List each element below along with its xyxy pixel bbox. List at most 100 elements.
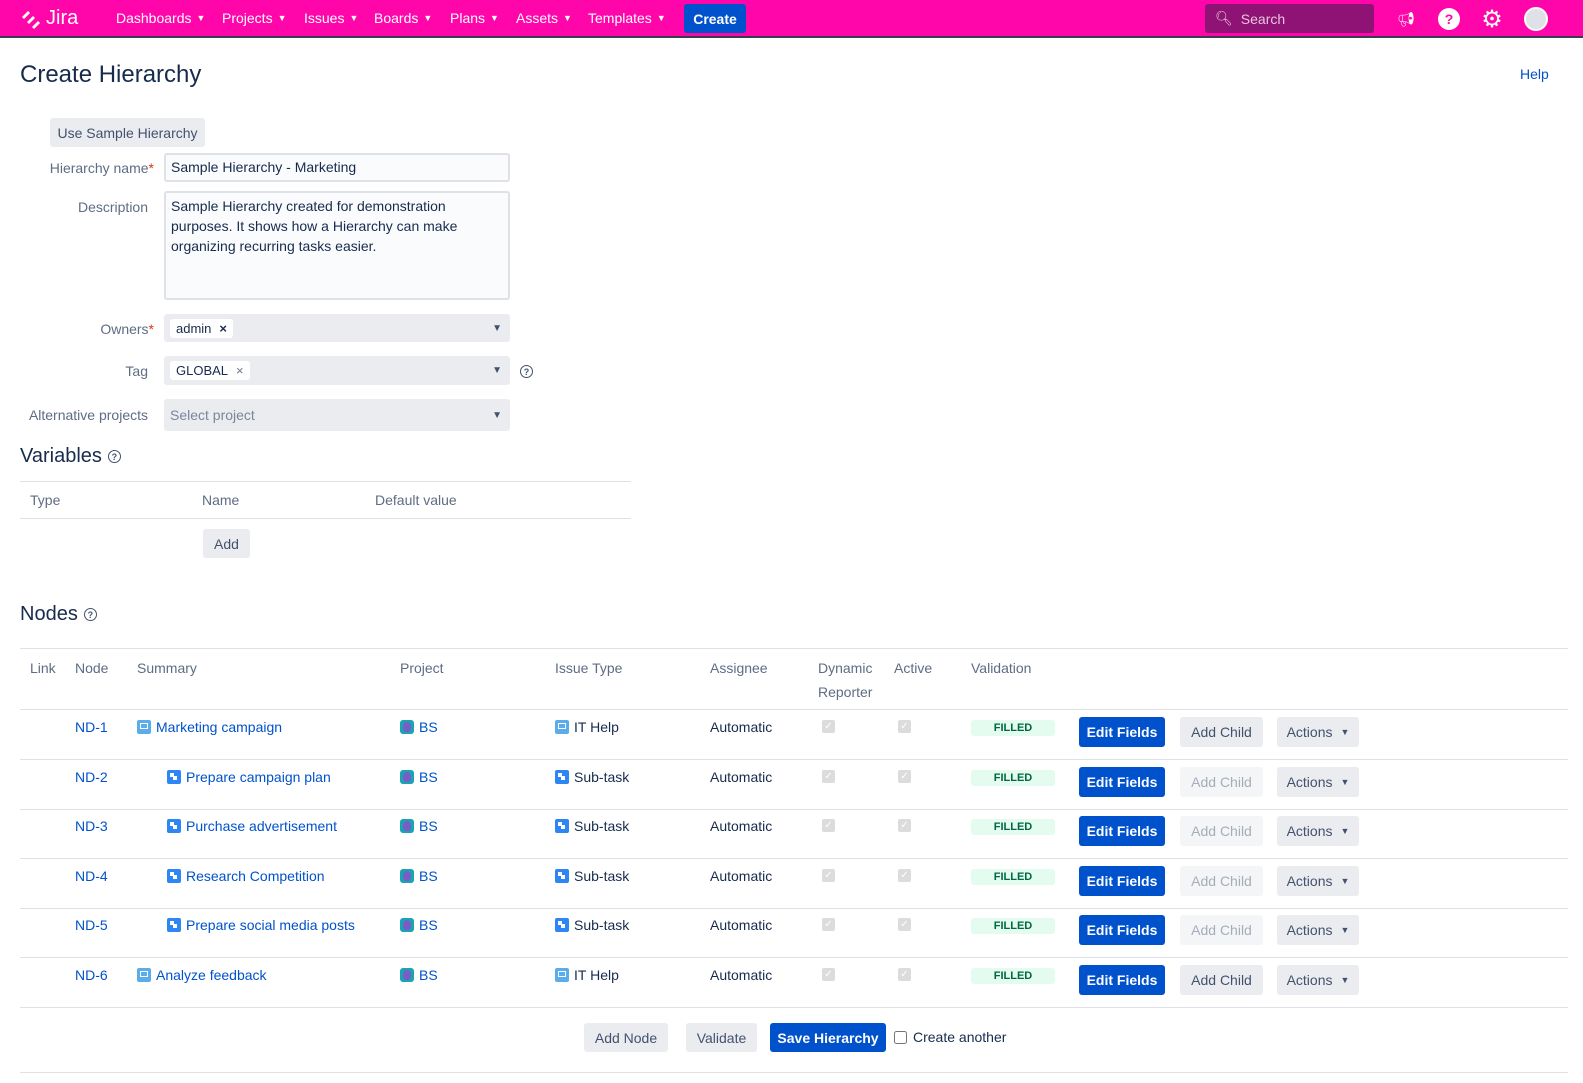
col-issue-type: Issue Type [555,660,623,676]
notifications-megaphone-icon[interactable]: 📢︎ [1397,10,1415,27]
subtask-icon [555,868,569,883]
add-node-button[interactable]: Add Node [584,1023,668,1052]
project-link[interactable]: BS [419,967,438,983]
validate-button[interactable]: Validate [686,1023,757,1052]
hierarchy-name-label: Hierarchy name* [49,160,154,176]
assignee-cell: Automatic [710,719,773,735]
issue-type-cell: IT Help [555,719,619,735]
nav-projects[interactable]: Projects ▼ [222,10,287,26]
node-id-link[interactable]: ND-2 [75,768,108,785]
remove-icon[interactable]: × [236,363,244,378]
node-id-link[interactable]: ND-6 [75,967,108,983]
jira-logo[interactable]: Jira [20,7,78,30]
active-checkbox: ✓ [898,819,911,833]
use-sample-hierarchy-button[interactable]: Use Sample Hierarchy [50,118,205,147]
remove-icon[interactable]: × [219,320,228,336]
assignee-cell: Automatic [710,967,773,983]
node-id-link[interactable]: ND-3 [75,818,108,835]
node-id-link[interactable]: ND-5 [75,917,108,934]
search-input[interactable]: 🔍︎ Search [1205,4,1374,33]
project-link[interactable]: BS [419,867,438,884]
help-question-icon[interactable]: ? [83,608,97,621]
add-child-button[interactable]: Add Child [1180,766,1263,797]
nav-plans[interactable]: Plans ▼ [450,10,499,26]
alternative-projects-select[interactable]: Select project ▼ [164,399,510,431]
create-button[interactable]: Create [684,4,746,33]
subtask-icon [167,769,181,784]
subtask-icon [167,868,181,883]
edit-fields-button[interactable]: Edit Fields [1079,816,1165,847]
subtask-icon [555,918,569,933]
add-child-button[interactable]: Add Child [1180,965,1263,995]
summary-link[interactable]: Prepare campaign plan [186,768,331,785]
nav-dashboards[interactable]: Dashboards ▼ [116,10,206,26]
actions-dropdown[interactable]: Actions ▼ [1277,766,1359,797]
tag-select[interactable]: GLOBAL × ▼ [164,356,510,385]
edit-fields-button[interactable]: Edit Fields [1079,717,1165,747]
project-link[interactable]: BS [419,719,438,735]
description-textarea[interactable]: Sample Hierarchy created for demonstrati… [164,191,510,300]
edit-fields-button[interactable]: Edit Fields [1079,865,1165,896]
project-cell: BS [400,917,438,933]
create-another-checkbox[interactable] [894,1030,907,1044]
add-child-button[interactable]: Add Child [1180,915,1263,946]
save-hierarchy-button[interactable]: Save Hierarchy [770,1023,886,1052]
add-child-button[interactable]: Add Child [1180,816,1263,847]
help-question-icon[interactable]: ? [520,365,533,378]
summary-cell: Purchase advertisement [167,818,337,834]
avatar[interactable] [1524,7,1548,31]
summary-cell: Marketing campaign [137,719,282,735]
summary-link[interactable]: Analyze feedback [156,967,267,983]
nav-boards[interactable]: Boards ▼ [374,10,433,26]
chevron-down-icon: ▼ [1340,826,1350,837]
edit-fields-button[interactable]: Edit Fields [1079,766,1165,797]
add-child-button[interactable]: Add Child [1180,717,1263,747]
chevron-down-icon: ▼ [1340,727,1350,737]
summary-link[interactable]: Prepare social media posts [186,917,355,934]
node-id-link[interactable]: ND-4 [75,867,108,884]
jira-logo-icon [22,10,40,29]
logo-text: Jira [46,7,79,29]
owners-select[interactable]: admin × ▼ [164,314,510,342]
subtask-icon [167,819,181,834]
actions-dropdown[interactable]: Actions ▼ [1277,865,1359,896]
status-badge: FILLED [971,720,1055,736]
nav-templates[interactable]: Templates ▼ [588,10,666,26]
it-help-icon [137,968,151,982]
node-id-link[interactable]: ND-1 [75,719,108,735]
col-dynamic-reporter: Dynamic Reporter [818,660,873,700]
summary-link[interactable]: Research Competition [186,867,325,884]
actions-dropdown[interactable]: Actions ▼ [1277,915,1359,946]
assignee-cell: Automatic [710,768,773,785]
summary-link[interactable]: Marketing campaign [156,719,283,735]
add-child-button[interactable]: Add Child [1180,865,1263,896]
issue-type-cell: Sub-task [555,818,629,834]
actions-dropdown[interactable]: Actions ▼ [1277,965,1359,995]
chevron-down-icon: ▼ [423,13,433,23]
edit-fields-button[interactable]: Edit Fields [1079,965,1165,995]
help-icon[interactable]: ? [1437,7,1461,31]
it-help-icon [137,720,151,734]
help-question-icon[interactable]: ? [107,450,121,463]
actions-dropdown[interactable]: Actions ▼ [1277,816,1359,847]
edit-fields-button[interactable]: Edit Fields [1079,915,1165,946]
summary-link[interactable]: Purchase advertisement [186,818,337,835]
project-cell: BS [400,818,438,834]
nav-issues[interactable]: Issues ▼ [304,10,359,26]
issue-type-cell: Sub-task [555,917,629,933]
project-link[interactable]: BS [419,768,438,785]
settings-gear-icon[interactable]: ⚙ [1481,5,1503,33]
actions-dropdown[interactable]: Actions ▼ [1277,717,1359,747]
summary-cell: Research Competition [167,868,325,884]
project-avatar-icon [400,819,414,834]
add-variable-button[interactable]: Add [203,529,250,558]
project-link[interactable]: BS [419,818,438,835]
hierarchy-name-input[interactable]: Sample Hierarchy - Marketing [164,153,510,182]
search-placeholder: Search [1240,10,1286,27]
help-link[interactable]: Help [1520,66,1549,82]
chevron-down-icon: ▼ [1340,925,1350,936]
subtask-icon [555,819,569,834]
project-cell: BS [400,967,438,983]
nav-assets[interactable]: Assets ▼ [516,10,572,26]
project-link[interactable]: BS [419,917,438,934]
